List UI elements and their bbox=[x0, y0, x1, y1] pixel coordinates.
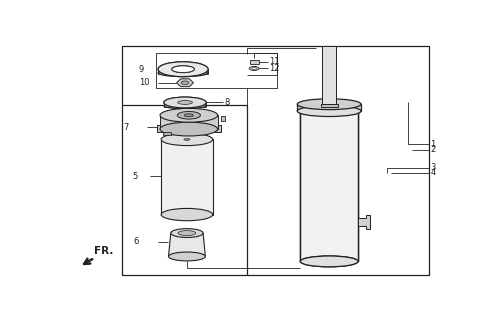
Ellipse shape bbox=[164, 103, 206, 109]
Ellipse shape bbox=[161, 133, 213, 146]
Bar bbox=[322, 46, 336, 104]
Bar bbox=[221, 116, 225, 121]
Polygon shape bbox=[359, 215, 371, 229]
Text: 8: 8 bbox=[225, 98, 230, 107]
Bar bbox=[321, 104, 338, 107]
Polygon shape bbox=[157, 124, 221, 132]
Ellipse shape bbox=[164, 97, 206, 108]
Ellipse shape bbox=[301, 256, 358, 267]
Ellipse shape bbox=[178, 111, 200, 119]
Bar bbox=[163, 132, 171, 135]
Ellipse shape bbox=[160, 122, 218, 136]
Text: 9: 9 bbox=[139, 65, 144, 74]
Bar bbox=[160, 115, 218, 129]
Ellipse shape bbox=[184, 139, 190, 140]
Text: 10: 10 bbox=[139, 78, 149, 87]
Ellipse shape bbox=[171, 228, 203, 237]
Bar bbox=[297, 104, 361, 111]
Ellipse shape bbox=[164, 97, 206, 108]
Ellipse shape bbox=[297, 99, 361, 110]
Polygon shape bbox=[169, 233, 205, 256]
Ellipse shape bbox=[249, 67, 259, 70]
Text: 11: 11 bbox=[269, 57, 279, 66]
Ellipse shape bbox=[184, 114, 193, 117]
Bar bbox=[161, 140, 213, 215]
Text: 5: 5 bbox=[132, 172, 137, 181]
Ellipse shape bbox=[297, 106, 361, 116]
Ellipse shape bbox=[161, 208, 213, 221]
Text: 1: 1 bbox=[430, 140, 435, 149]
Bar bbox=[164, 102, 206, 107]
Text: FR.: FR. bbox=[94, 246, 113, 256]
Ellipse shape bbox=[160, 108, 218, 122]
Ellipse shape bbox=[158, 69, 208, 76]
Ellipse shape bbox=[172, 66, 194, 73]
Ellipse shape bbox=[178, 231, 196, 236]
Bar bbox=[249, 60, 259, 64]
Ellipse shape bbox=[158, 62, 208, 76]
Text: 6: 6 bbox=[133, 237, 138, 246]
Text: 2: 2 bbox=[430, 145, 435, 154]
Ellipse shape bbox=[301, 256, 358, 267]
Text: 4: 4 bbox=[430, 168, 435, 177]
Bar bbox=[301, 108, 358, 261]
Ellipse shape bbox=[178, 100, 192, 104]
Polygon shape bbox=[177, 79, 193, 87]
Text: 7: 7 bbox=[124, 123, 129, 132]
Text: 3: 3 bbox=[430, 163, 435, 172]
Bar bbox=[158, 69, 208, 74]
Ellipse shape bbox=[181, 81, 189, 84]
Ellipse shape bbox=[252, 68, 256, 69]
Ellipse shape bbox=[172, 66, 194, 73]
Ellipse shape bbox=[169, 252, 205, 261]
Text: 12: 12 bbox=[269, 64, 279, 73]
Ellipse shape bbox=[158, 62, 208, 76]
